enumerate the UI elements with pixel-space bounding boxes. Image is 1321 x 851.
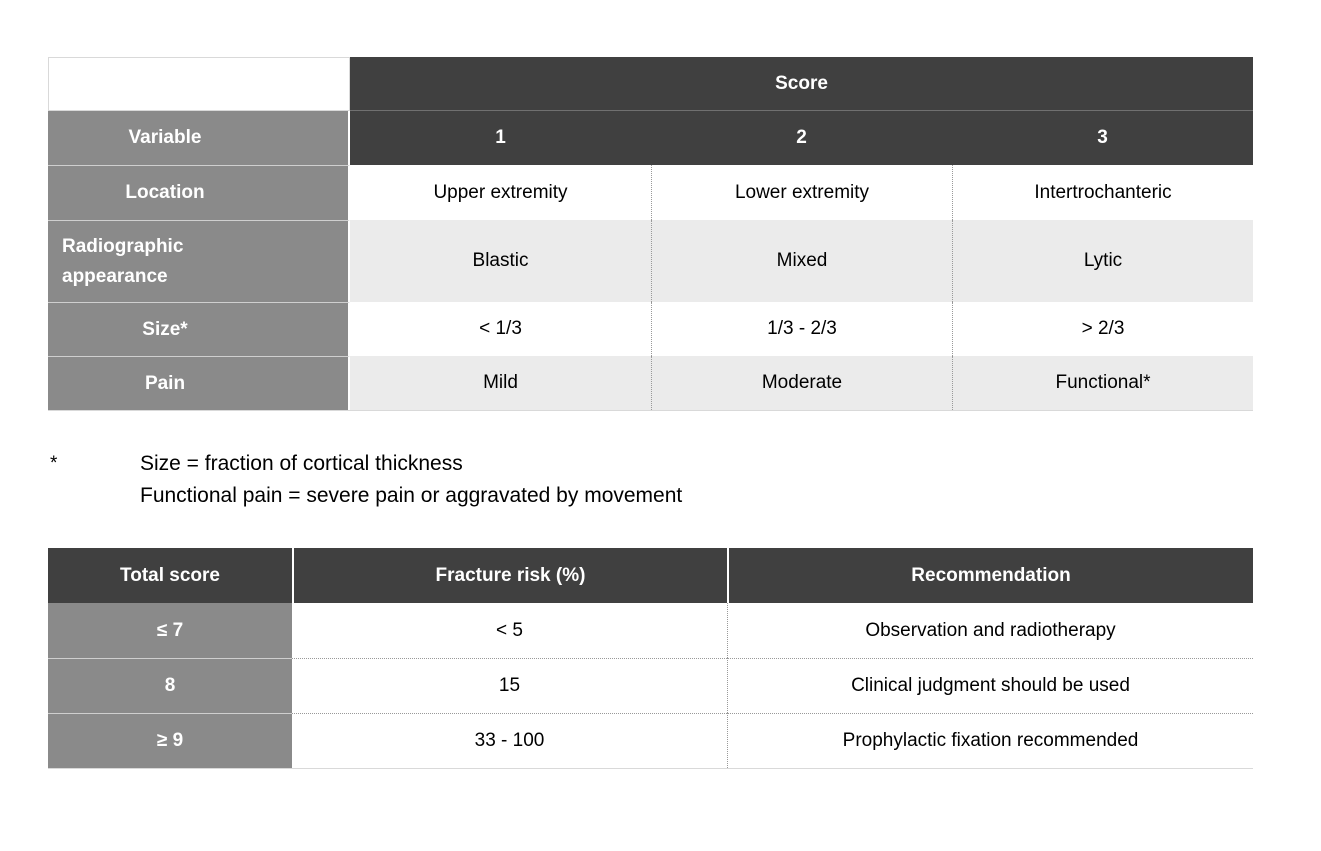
recommendation-cell-le7: Observation and radiotherapy xyxy=(727,603,1253,658)
fracture-risk-cell-ge9: 33 - 100 xyxy=(292,713,727,768)
fracture-risk-table: Total score Fracture risk (%) Recommenda… xyxy=(48,548,1253,769)
cell-size-score2: 1/3 - 2/3 xyxy=(651,302,952,356)
header-total-score: Total score xyxy=(48,548,292,603)
cell-radiographic-score3: Lytic xyxy=(952,220,1253,302)
cell-location-score1: Upper extremity xyxy=(350,165,651,220)
row-label-pain: Pain xyxy=(48,356,350,410)
cell-size-score3: > 2/3 xyxy=(952,302,1253,356)
mirels-variables-table: Score Variable 1 2 3 Location Upper extr… xyxy=(48,57,1253,411)
header-fracture-risk: Fracture risk (%) xyxy=(292,548,727,603)
footnote-line-size: Size = fraction of cortical thickness xyxy=(140,452,463,475)
cell-radiographic-score1: Blastic xyxy=(350,220,651,302)
recommendation-cell-8: Clinical judgment should be used xyxy=(727,658,1253,713)
score-column-3: 3 xyxy=(952,111,1253,165)
footnote-line-functional-pain: Functional pain = severe pain or aggrava… xyxy=(140,484,683,507)
recommendation-cell-ge9: Prophylactic fixation recommended xyxy=(727,713,1253,768)
variable-header: Variable xyxy=(48,111,350,165)
cell-pain-score2: Moderate xyxy=(651,356,952,410)
score-column-2: 2 xyxy=(651,111,952,165)
row-label-size: Size* xyxy=(48,302,350,356)
row-label-location: Location xyxy=(48,165,350,220)
total-score-cell-8: 8 xyxy=(48,658,292,713)
footnote-lines: Size = fraction of cortical thickness Fu… xyxy=(140,448,682,512)
cell-pain-score1: Mild xyxy=(350,356,651,410)
row-label-radiographic-appearance: Radiographic appearance xyxy=(48,220,350,302)
cell-radiographic-score2: Mixed xyxy=(651,220,952,302)
cell-pain-score3: Functional* xyxy=(952,356,1253,410)
footnote-marker: * xyxy=(50,453,58,474)
cell-location-score3: Intertrochanteric xyxy=(952,165,1253,220)
footnote: * Size = fraction of cortical thickness … xyxy=(50,448,682,512)
cell-location-score2: Lower extremity xyxy=(651,165,952,220)
score-header: Score xyxy=(350,57,1253,111)
total-score-cell-ge9: ≥ 9 xyxy=(48,713,292,768)
header-recommendation: Recommendation xyxy=(727,548,1253,603)
fracture-risk-cell-8: 15 xyxy=(292,658,727,713)
total-score-cell-le7: ≤ 7 xyxy=(48,603,292,658)
corner-cell xyxy=(48,57,350,111)
score-column-1: 1 xyxy=(350,111,651,165)
fracture-risk-cell-le7: < 5 xyxy=(292,603,727,658)
cell-size-score1: < 1/3 xyxy=(350,302,651,356)
